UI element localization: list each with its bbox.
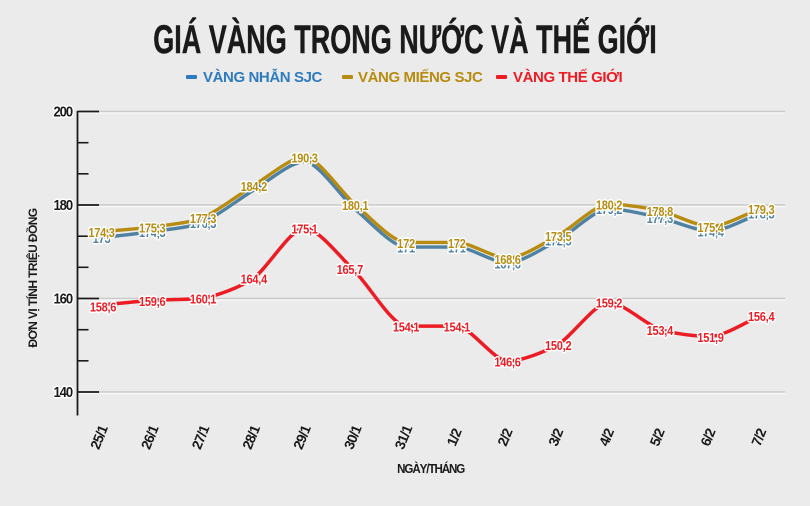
- svg-text:173: 173: [93, 231, 111, 246]
- svg-text:179,3: 179,3: [748, 202, 775, 217]
- svg-text:171: 171: [448, 241, 466, 256]
- svg-text:151,9: 151,9: [697, 330, 724, 345]
- svg-text:172,5: 172,5: [545, 234, 572, 249]
- svg-text:168,6: 168,6: [494, 252, 521, 267]
- svg-text:27/1: 27/1: [188, 422, 212, 451]
- svg-text:175,1: 175,1: [291, 222, 318, 237]
- svg-text:184,2: 184,2: [241, 179, 268, 194]
- svg-text:178,3: 178,3: [748, 207, 775, 222]
- svg-text:156,4: 156,4: [748, 309, 775, 324]
- svg-text:154,1: 154,1: [444, 320, 471, 335]
- svg-text:160,1: 160,1: [190, 292, 217, 307]
- svg-text:160: 160: [53, 291, 73, 307]
- svg-text:179,2: 179,2: [596, 202, 623, 217]
- svg-text:180: 180: [53, 198, 73, 214]
- svg-text:5/2: 5/2: [646, 426, 668, 449]
- svg-text:167,6: 167,6: [494, 257, 521, 272]
- svg-text:2/2: 2/2: [494, 426, 516, 449]
- svg-text:173,5: 173,5: [545, 229, 572, 244]
- svg-text:6/2: 6/2: [697, 426, 719, 449]
- svg-text:175,4: 175,4: [697, 220, 724, 235]
- svg-text:146,6: 146,6: [494, 355, 521, 370]
- svg-text:178,8: 178,8: [647, 204, 674, 219]
- svg-text:4/2: 4/2: [596, 426, 618, 449]
- svg-text:154,1: 154,1: [393, 320, 420, 335]
- svg-text:174,3: 174,3: [139, 225, 166, 240]
- svg-text:174,4: 174,4: [697, 225, 724, 240]
- svg-text:28/1: 28/1: [239, 422, 263, 451]
- svg-text:153,4: 153,4: [647, 323, 674, 338]
- svg-text:164,4: 164,4: [241, 272, 268, 287]
- svg-text:29/1: 29/1: [290, 422, 314, 451]
- svg-text:172: 172: [397, 236, 415, 251]
- svg-text:159,2: 159,2: [596, 296, 623, 311]
- svg-text:177,3: 177,3: [647, 211, 674, 226]
- svg-text:1/2: 1/2: [443, 426, 465, 449]
- svg-text:177,3: 177,3: [190, 211, 217, 226]
- svg-text:30/1: 30/1: [341, 422, 365, 451]
- svg-text:171: 171: [397, 241, 415, 256]
- svg-text:150,2: 150,2: [545, 338, 572, 353]
- svg-text:31/1: 31/1: [391, 422, 415, 451]
- svg-text:200: 200: [53, 104, 73, 120]
- svg-text:25/1: 25/1: [87, 422, 111, 451]
- svg-text:140: 140: [53, 385, 73, 401]
- svg-text:176,3: 176,3: [190, 216, 217, 231]
- svg-text:172: 172: [448, 236, 466, 251]
- svg-text:175,3: 175,3: [139, 221, 166, 236]
- svg-text:190,3: 190,3: [291, 150, 318, 165]
- svg-text:26/1: 26/1: [138, 422, 162, 451]
- svg-text:159,6: 159,6: [139, 294, 166, 309]
- svg-text:180,1: 180,1: [342, 198, 369, 213]
- svg-text:180,2: 180,2: [596, 198, 623, 213]
- svg-text:174,3: 174,3: [88, 225, 115, 240]
- svg-text:3/2: 3/2: [545, 426, 567, 449]
- svg-text:165,7: 165,7: [337, 262, 364, 277]
- svg-text:158,6: 158,6: [90, 300, 117, 315]
- svg-text:7/2: 7/2: [748, 426, 770, 449]
